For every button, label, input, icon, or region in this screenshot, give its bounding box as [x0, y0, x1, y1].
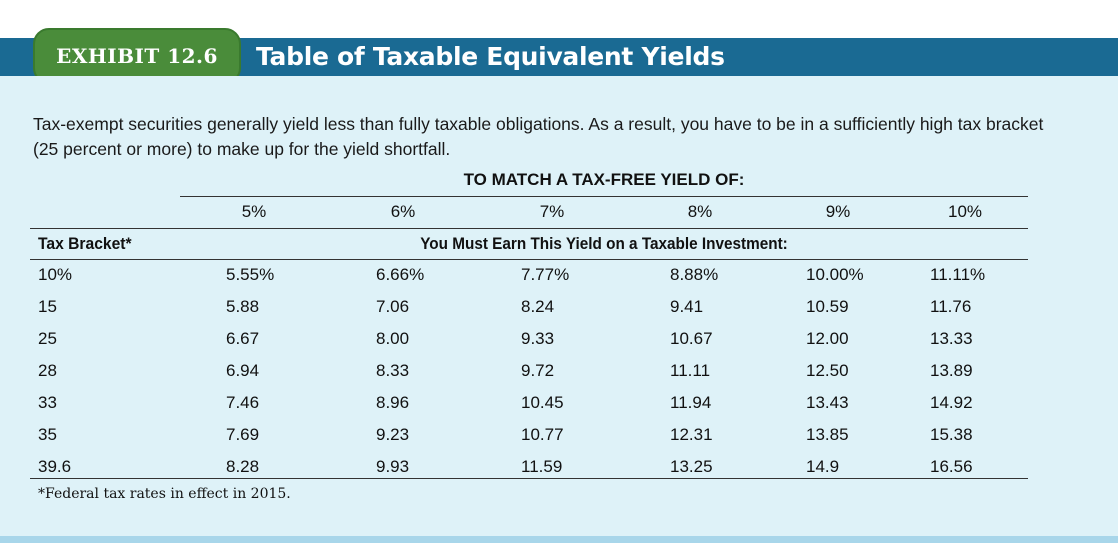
yield-column-header: 8% — [687, 202, 713, 221]
span-heading: TO MATCH A TAX-FREE YIELD OF: — [463, 170, 745, 189]
taxable-yield-cell: 8.33 — [376, 361, 410, 380]
taxable-yield-cell: 13.89 — [930, 361, 973, 380]
taxable-yield-cell: 10.67 — [670, 329, 713, 348]
tax-bracket-cell: 33 — [38, 393, 57, 412]
taxable-yield-cell: 16.56 — [930, 457, 973, 476]
taxable-yield-cell: 13.85 — [806, 425, 849, 444]
bottom-rule — [0, 536, 1118, 543]
taxable-yield-cell: 10.00% — [806, 265, 864, 284]
taxable-yield-cell: 9.33 — [521, 329, 555, 348]
taxable-yield-subheading: You Must Earn This Yield on a Taxable In… — [420, 234, 788, 253]
yield-column-header: 10% — [947, 202, 983, 221]
taxable-yield-cell: 8.88% — [670, 265, 719, 284]
tax-bracket-cell: 25 — [38, 329, 57, 348]
tax-bracket-cell: 10% — [38, 265, 73, 284]
exhibit-title: Table of Taxable Equivalent Yields — [256, 42, 725, 71]
rule-under-subheading — [30, 259, 1028, 260]
table-row: 15 5.88 7.06 8.24 9.41 10.59 11.76 — [30, 297, 1030, 329]
taxable-yield-cell: 11.76 — [930, 297, 972, 316]
yield-column-header: 5% — [241, 202, 267, 221]
rule-under-columns — [30, 228, 1028, 229]
taxable-yield-cell: 7.77% — [521, 265, 570, 284]
tax-bracket-cell: 39.6 — [38, 457, 72, 476]
yield-column-header: 6% — [390, 202, 416, 221]
taxable-yield-cell: 10.59 — [806, 297, 849, 316]
taxable-yield-cell: 9.93 — [376, 457, 410, 476]
table-row: 35 7.69 9.23 10.77 12.31 13.85 15.38 — [30, 425, 1030, 457]
taxable-yield-cell: 9.41 — [670, 297, 704, 316]
table-row: 10% 5.55% 6.66% 7.77% 8.88% 10.00% 11.11% — [30, 265, 1030, 297]
taxable-yield-cell: 14.92 — [930, 393, 973, 412]
table-row: 25 6.67 8.00 9.33 10.67 12.00 13.33 — [30, 329, 1030, 361]
taxable-yield-cell: 12.31 — [670, 425, 713, 444]
rule-top — [180, 196, 1028, 197]
tax-bracket-cell: 28 — [38, 361, 57, 380]
taxable-yield-cell: 11.94 — [670, 393, 712, 412]
intro-text: Tax-exempt securities generally yield le… — [33, 114, 1044, 159]
taxable-yield-cell: 10.77 — [521, 425, 564, 444]
taxable-yield-cell: 13.25 — [670, 457, 713, 476]
taxable-yield-cell: 5.55% — [226, 265, 275, 284]
taxable-yield-cell: 14.9 — [806, 457, 840, 476]
content-panel — [0, 76, 1118, 536]
exhibit-label: EXHIBIT 12.6 — [33, 28, 241, 84]
taxable-yield-cell: 12.00 — [806, 329, 849, 348]
taxable-yield-cell: 10.45 — [521, 393, 564, 412]
taxable-yield-cell: 11.11% — [930, 265, 986, 284]
yield-column-header: 9% — [825, 202, 851, 221]
taxable-yield-cell: 7.69 — [226, 425, 260, 444]
taxable-yield-cell: 7.46 — [226, 393, 260, 412]
taxable-yield-cell: 11.11 — [670, 361, 711, 380]
taxable-yield-cell: 13.43 — [806, 393, 849, 412]
yield-column-header: 7% — [539, 202, 565, 221]
taxable-yield-cell: 12.50 — [806, 361, 849, 380]
taxable-yield-cell: 6.94 — [226, 361, 260, 380]
taxable-yield-cell: 9.23 — [376, 425, 410, 444]
tax-bracket-header: Tax Bracket* — [38, 234, 132, 253]
taxable-yield-cell: 11.59 — [521, 457, 563, 476]
taxable-yield-cell: 8.96 — [376, 393, 410, 412]
taxable-yield-cell: 13.33 — [930, 329, 973, 348]
tax-bracket-cell: 35 — [38, 425, 57, 444]
table-row: 28 6.94 8.33 9.72 11.11 12.50 13.89 — [30, 361, 1030, 393]
taxable-yield-cell: 9.72 — [521, 361, 555, 380]
rule-bottom — [30, 478, 1028, 479]
taxable-yield-cell: 8.00 — [376, 329, 410, 348]
taxable-yield-cell: 7.06 — [376, 297, 410, 316]
table-row: 33 7.46 8.96 10.45 11.94 13.43 14.92 — [30, 393, 1030, 425]
taxable-yield-cell: 15.38 — [930, 425, 973, 444]
tax-bracket-cell: 15 — [38, 297, 57, 316]
taxable-yield-cell: 8.24 — [521, 297, 555, 316]
footnote: *Federal tax rates in effect in 2015. — [38, 486, 291, 502]
taxable-yield-cell: 6.67 — [226, 329, 260, 348]
taxable-yield-cell: 5.88 — [226, 297, 260, 316]
taxable-yield-cell: 8.28 — [226, 457, 260, 476]
taxable-yield-cell: 6.66% — [376, 265, 425, 284]
table-row: 39.6 8.28 9.93 11.59 13.25 14.9 16.56 — [30, 457, 1030, 489]
